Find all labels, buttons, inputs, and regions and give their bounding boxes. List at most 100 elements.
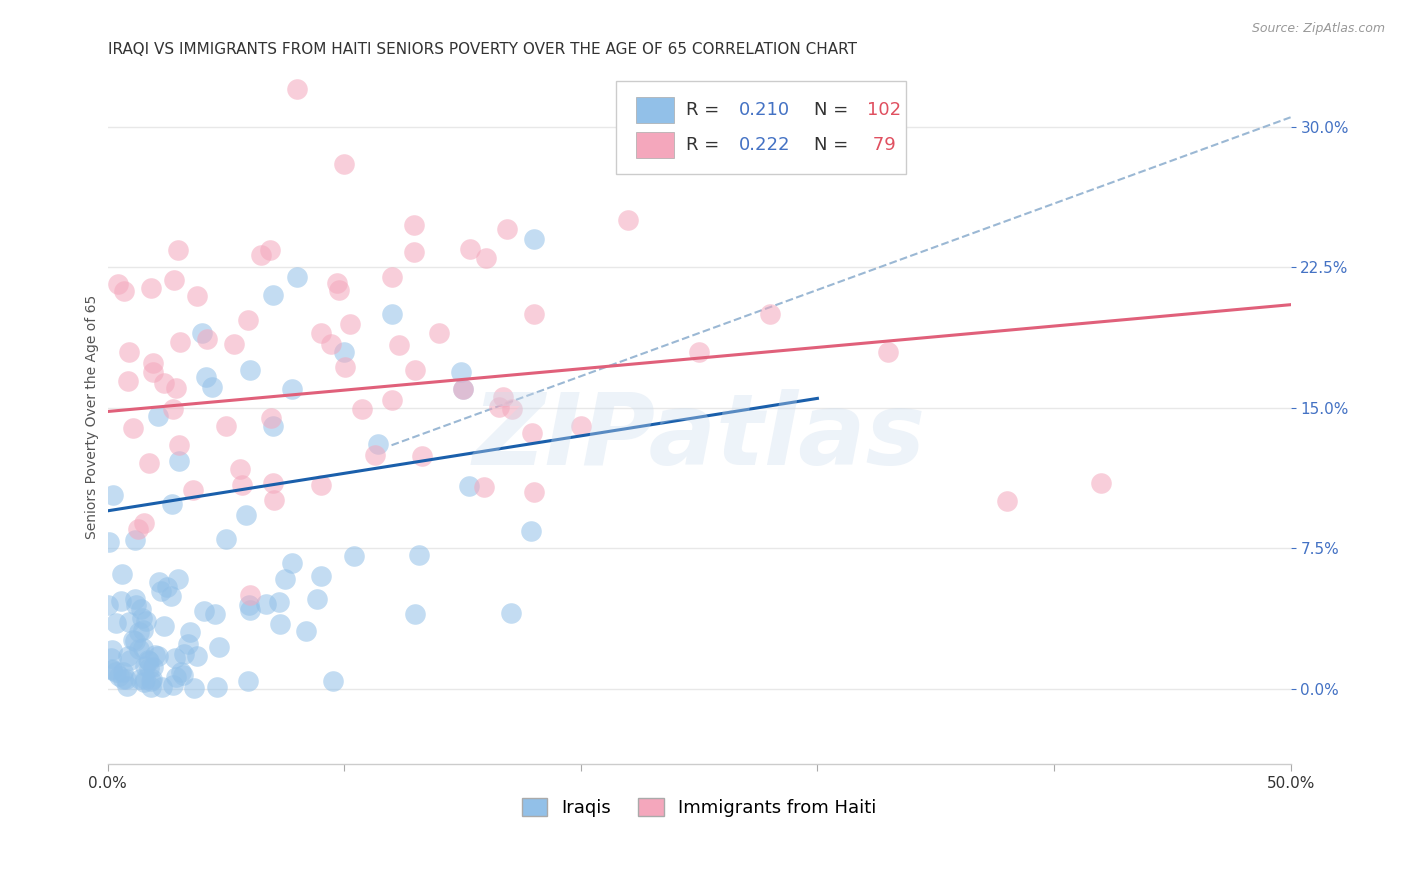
Point <box>101 663 124 677</box>
Point <box>238 599 260 613</box>
Point <box>160 497 183 511</box>
Point <box>181 483 204 497</box>
Point <box>222 336 245 351</box>
Point <box>381 392 404 407</box>
Point <box>519 524 541 539</box>
Point <box>153 376 176 391</box>
Point <box>172 668 194 682</box>
Point <box>759 307 782 321</box>
Point <box>322 674 344 689</box>
Point <box>309 569 332 583</box>
Point <box>176 637 198 651</box>
Point <box>165 670 187 684</box>
Point <box>105 615 128 630</box>
Point <box>104 665 127 679</box>
Point <box>162 678 184 692</box>
Point <box>135 614 157 628</box>
Point <box>186 288 208 302</box>
Point <box>404 218 426 232</box>
Point <box>236 674 259 689</box>
FancyBboxPatch shape <box>637 96 675 123</box>
Text: R =: R = <box>686 136 725 154</box>
Point <box>124 633 146 648</box>
Point <box>239 603 262 617</box>
Point <box>333 344 356 359</box>
Point <box>262 475 284 490</box>
Point <box>350 402 373 417</box>
Point <box>522 425 544 440</box>
Point <box>156 580 179 594</box>
Point <box>450 365 472 379</box>
Point <box>333 359 356 374</box>
Point <box>326 276 349 290</box>
Point <box>167 572 190 586</box>
Point <box>111 567 134 582</box>
Point <box>274 573 297 587</box>
Point <box>173 647 195 661</box>
Point <box>451 382 474 396</box>
Point <box>134 658 156 673</box>
Point <box>523 484 546 499</box>
Point <box>142 365 165 379</box>
Point <box>205 680 228 694</box>
Point <box>295 624 318 639</box>
Point <box>100 651 122 665</box>
Text: N =: N = <box>814 136 853 154</box>
Point <box>475 251 498 265</box>
Point <box>132 516 155 530</box>
Point <box>364 448 387 462</box>
Point <box>215 532 238 546</box>
Point <box>148 574 170 589</box>
Point <box>235 508 257 522</box>
Point <box>150 680 173 694</box>
Point <box>143 648 166 662</box>
Point <box>239 363 262 377</box>
Point <box>141 680 163 694</box>
Point <box>142 355 165 369</box>
Point <box>215 419 238 434</box>
Point <box>146 649 169 664</box>
Point <box>569 419 592 434</box>
Point <box>149 583 172 598</box>
Point <box>499 606 522 620</box>
Point <box>501 401 523 416</box>
Text: Source: ZipAtlas.com: Source: ZipAtlas.com <box>1251 22 1385 36</box>
Point <box>254 597 277 611</box>
Point <box>169 334 191 349</box>
Point <box>142 660 165 674</box>
Text: 102: 102 <box>868 101 901 119</box>
Point <box>165 380 187 394</box>
Point <box>285 82 308 96</box>
Point <box>229 462 252 476</box>
Point <box>342 549 364 564</box>
Point <box>112 665 135 679</box>
Point <box>107 277 129 291</box>
Point <box>339 317 361 331</box>
Point <box>115 679 138 693</box>
Point <box>269 617 291 632</box>
Point <box>208 640 231 654</box>
Point <box>309 477 332 491</box>
Point <box>411 450 433 464</box>
Point <box>167 438 190 452</box>
Point <box>239 588 262 602</box>
Point <box>259 243 281 257</box>
Point <box>281 382 304 396</box>
Point <box>380 269 402 284</box>
Point <box>167 454 190 468</box>
Point <box>125 599 148 613</box>
Point <box>118 653 141 667</box>
Point <box>522 307 544 321</box>
Point <box>472 480 495 494</box>
Point <box>402 244 425 259</box>
Point <box>195 332 218 346</box>
Point <box>200 380 222 394</box>
Point <box>138 457 160 471</box>
Point <box>380 307 402 321</box>
Point <box>118 345 141 359</box>
Point <box>191 326 214 340</box>
Point <box>152 619 174 633</box>
Point <box>101 663 124 677</box>
Point <box>128 625 150 640</box>
Point <box>263 493 285 508</box>
